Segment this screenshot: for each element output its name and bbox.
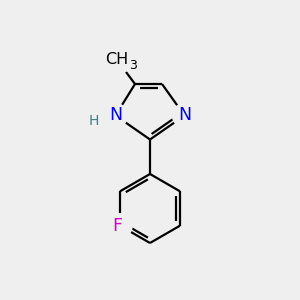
- Circle shape: [108, 214, 132, 238]
- Text: 3: 3: [130, 59, 137, 72]
- Circle shape: [103, 46, 131, 74]
- Circle shape: [172, 103, 197, 127]
- Text: N: N: [178, 106, 191, 124]
- Text: F: F: [112, 217, 122, 235]
- Circle shape: [103, 103, 127, 127]
- Text: N: N: [109, 106, 122, 124]
- Text: CH: CH: [105, 52, 129, 68]
- Text: H: H: [89, 114, 99, 128]
